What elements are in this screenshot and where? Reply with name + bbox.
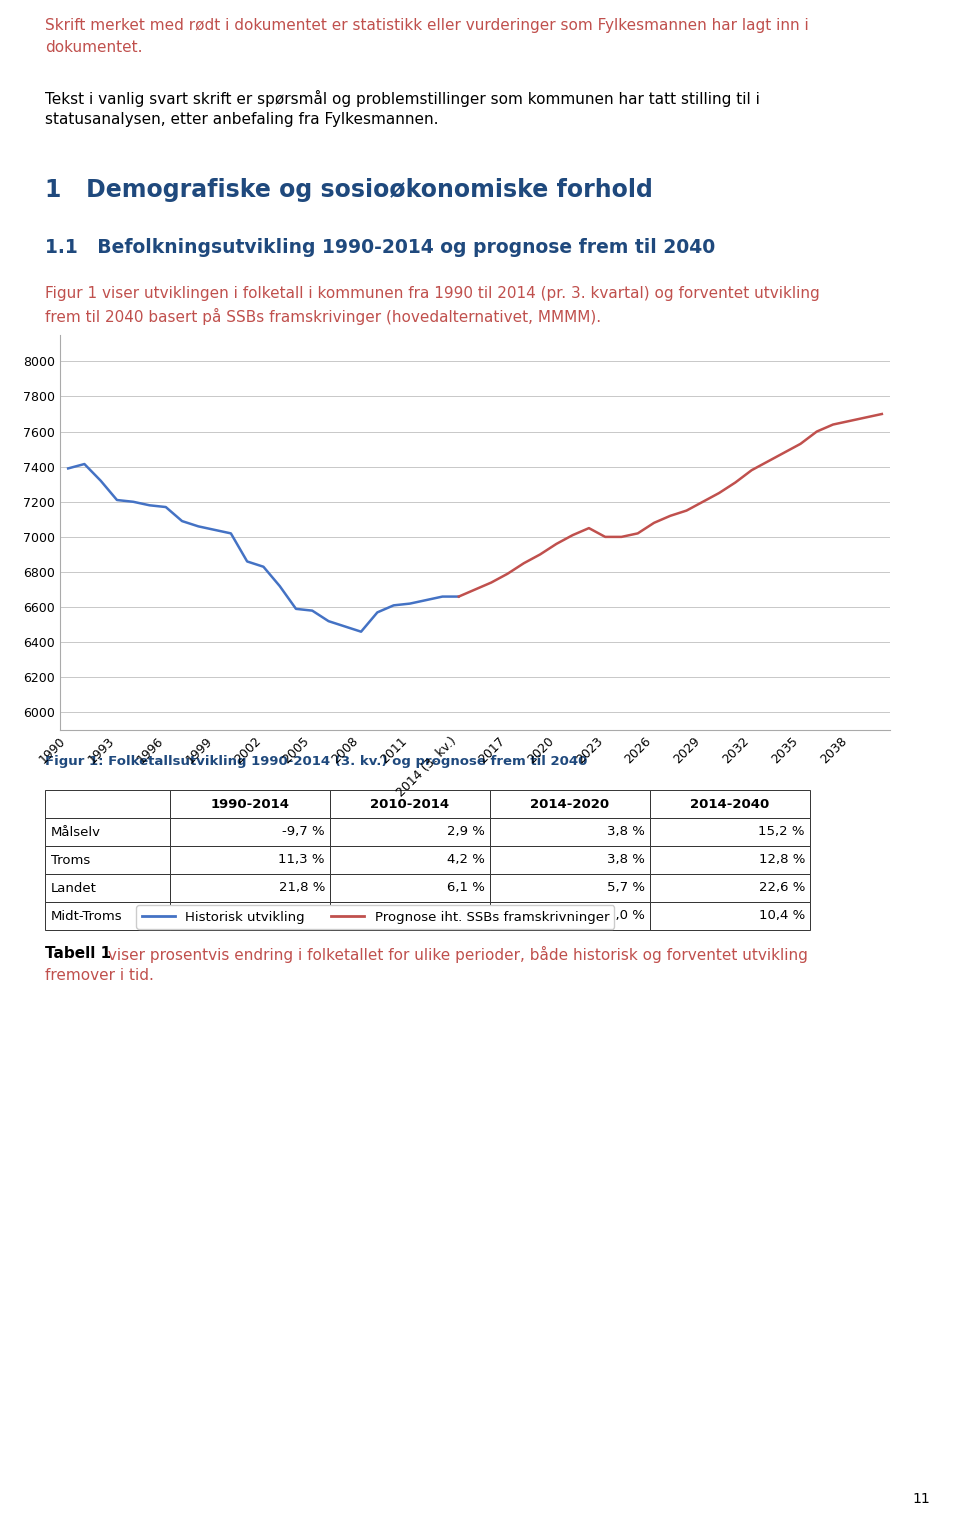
Text: frem til 2040 basert på SSBs framskrivinger (hovedalternativet, MMMM).: frem til 2040 basert på SSBs framskrivin… (45, 308, 601, 326)
Bar (45, 845, 170, 874)
Bar (45, 901, 170, 930)
Bar (330, 789, 490, 818)
Bar (650, 818, 810, 845)
Text: -9,7 %: -9,7 % (282, 826, 325, 838)
Bar (490, 818, 650, 845)
Text: 1   Demografiske og sosioøkonomiske forhold: 1 Demografiske og sosioøkonomiske forhol… (45, 177, 653, 201)
Text: 2014-2020: 2014-2020 (531, 797, 610, 811)
Bar (650, 845, 810, 874)
Text: Landet: Landet (51, 882, 97, 894)
Text: Midt-Troms: Midt-Troms (51, 909, 123, 923)
Bar (330, 818, 490, 845)
Bar (170, 818, 330, 845)
Legend: Historisk utvikling, Prognose iht. SSBs framskrivninger: Historisk utvikling, Prognose iht. SSBs … (136, 906, 614, 929)
Bar (490, 789, 650, 818)
Bar (650, 901, 810, 930)
Text: 15,2 %: 15,2 % (758, 826, 805, 838)
Bar (330, 901, 490, 930)
Text: Tabell 1: Tabell 1 (45, 945, 111, 961)
Bar (650, 874, 810, 901)
Bar (490, 901, 650, 930)
Text: 21,8 %: 21,8 % (278, 882, 325, 894)
Text: 2010-2014: 2010-2014 (371, 797, 449, 811)
Text: 12,8 %: 12,8 % (758, 853, 805, 867)
Bar (45, 874, 170, 901)
Text: 10,4 %: 10,4 % (758, 909, 805, 923)
Bar (490, 874, 650, 901)
Bar (330, 845, 490, 874)
Text: 1.1   Befolkningsutvikling 1990-2014 og prognose frem til 2040: 1.1 Befolkningsutvikling 1990-2014 og pr… (45, 238, 715, 258)
Text: 3,8 %: 3,8 % (607, 853, 645, 867)
Text: statusanalysen, etter anbefaling fra Fylkesmannen.: statusanalysen, etter anbefaling fra Fyl… (45, 112, 439, 127)
Text: -4,8 %: -4,8 % (282, 909, 325, 923)
Text: 2014-2040: 2014-2040 (690, 797, 770, 811)
Text: 3,8 %: 3,8 % (607, 826, 645, 838)
Bar (170, 789, 330, 818)
Text: 5,7 %: 5,7 % (607, 882, 645, 894)
Text: 11: 11 (912, 1492, 930, 1506)
Bar (45, 789, 170, 818)
Text: Troms: Troms (51, 853, 90, 867)
Bar (170, 901, 330, 930)
Text: fremover i tid.: fremover i tid. (45, 968, 154, 983)
Text: 1990-2014: 1990-2014 (210, 797, 290, 811)
Text: 1,9 %: 1,9 % (447, 909, 485, 923)
Bar (650, 789, 810, 818)
Bar (45, 818, 170, 845)
Text: 11,3 %: 11,3 % (278, 853, 325, 867)
Text: Figur 1: Folketallsutvikling 1990-2014 (3. kv.) og prognose frem til 2040: Figur 1: Folketallsutvikling 1990-2014 (… (45, 754, 588, 768)
Text: 22,6 %: 22,6 % (758, 882, 805, 894)
Text: 2,9 %: 2,9 % (447, 826, 485, 838)
Bar (170, 874, 330, 901)
Text: dokumentet.: dokumentet. (45, 39, 142, 55)
Text: 3,0 %: 3,0 % (607, 909, 645, 923)
Text: Tekst i vanlig svart skrift er spørsmål og problemstillinger som kommunen har ta: Tekst i vanlig svart skrift er spørsmål … (45, 89, 760, 108)
Text: 6,1 %: 6,1 % (447, 882, 485, 894)
Bar (490, 845, 650, 874)
Bar (330, 874, 490, 901)
Text: 4,2 %: 4,2 % (447, 853, 485, 867)
Text: Målselv: Målselv (51, 826, 101, 838)
Bar (170, 845, 330, 874)
Text: viser prosentvis endring i folketallet for ulike perioder, både historisk og for: viser prosentvis endring i folketallet f… (103, 945, 808, 964)
Text: Skrift merket med rødt i dokumentet er statistikk eller vurderinger som Fylkesma: Skrift merket med rødt i dokumentet er s… (45, 18, 808, 33)
Text: Figur 1 viser utviklingen i folketall i kommunen fra 1990 til 2014 (pr. 3. kvart: Figur 1 viser utviklingen i folketall i … (45, 286, 820, 301)
